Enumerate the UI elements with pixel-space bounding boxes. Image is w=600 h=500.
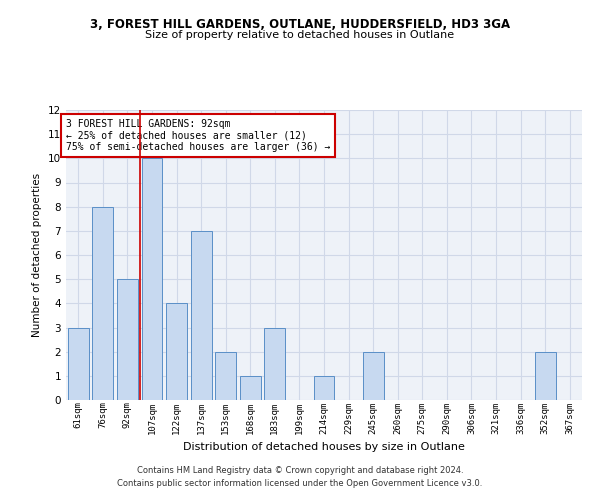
- Bar: [265, 328, 286, 400]
- X-axis label: Distribution of detached houses by size in Outlane: Distribution of detached houses by size …: [183, 442, 465, 452]
- Bar: [362, 352, 383, 400]
- Bar: [166, 304, 187, 400]
- Bar: [191, 231, 212, 400]
- Bar: [142, 158, 163, 400]
- Bar: [117, 279, 138, 400]
- Text: Contains HM Land Registry data © Crown copyright and database right 2024.
Contai: Contains HM Land Registry data © Crown c…: [118, 466, 482, 487]
- Text: 3, FOREST HILL GARDENS, OUTLANE, HUDDERSFIELD, HD3 3GA: 3, FOREST HILL GARDENS, OUTLANE, HUDDERS…: [90, 18, 510, 30]
- Text: Size of property relative to detached houses in Outlane: Size of property relative to detached ho…: [145, 30, 455, 40]
- Bar: [314, 376, 334, 400]
- Bar: [215, 352, 236, 400]
- Bar: [92, 206, 113, 400]
- Bar: [68, 328, 89, 400]
- Y-axis label: Number of detached properties: Number of detached properties: [32, 173, 43, 337]
- Bar: [535, 352, 556, 400]
- Text: 3 FOREST HILL GARDENS: 92sqm
← 25% of detached houses are smaller (12)
75% of se: 3 FOREST HILL GARDENS: 92sqm ← 25% of de…: [66, 118, 331, 152]
- Bar: [240, 376, 261, 400]
